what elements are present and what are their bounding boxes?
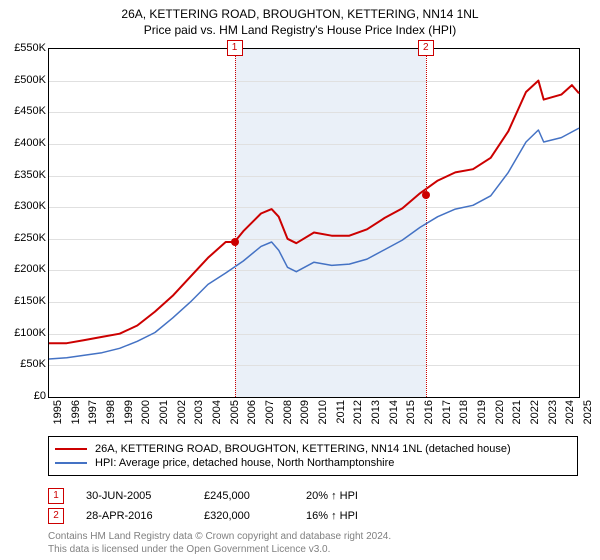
chart-container: 26A, KETTERING ROAD, BROUGHTON, KETTERIN… [0,0,600,560]
series-line-property [49,81,579,344]
y-tick-label: £50K [0,358,46,370]
legend: 26A, KETTERING ROAD, BROUGHTON, KETTERIN… [48,436,578,476]
x-tick-label: 2010 [317,400,329,424]
y-tick-label: £150K [0,295,46,307]
y-tick-label: £200K [0,263,46,275]
y-tick-label: £0 [0,390,46,402]
y-tick-label: £400K [0,137,46,149]
sale-price-1: £245,000 [204,490,306,502]
title-block: 26A, KETTERING ROAD, BROUGHTON, KETTERIN… [0,0,600,38]
x-tick-label: 2005 [229,400,241,424]
x-tick-label: 2020 [494,400,506,424]
sales-table: 1 30-JUN-2005 £245,000 20% ↑ HPI 2 28-AP… [48,484,578,528]
x-tick-label: 2006 [246,400,258,424]
footer: Contains HM Land Registry data © Crown c… [48,531,391,556]
x-tick-label: 2004 [211,400,223,424]
plot-area: 12 [48,48,580,398]
sale-date-2: 28-APR-2016 [86,510,204,522]
x-tick-label: 2015 [405,400,417,424]
marker-box-2: 2 [418,40,434,56]
sale-pct-2: 16% ↑ HPI [306,510,436,522]
marker-box-1: 1 [227,40,243,56]
x-tick-label: 2002 [176,400,188,424]
series-line-hpi [49,128,579,359]
x-tick-label: 2013 [370,400,382,424]
y-tick-label: £350K [0,169,46,181]
x-tick-label: 1998 [105,400,117,424]
x-tick-label: 2000 [140,400,152,424]
x-tick-label: 1999 [123,400,135,424]
x-tick-label: 2023 [547,400,559,424]
series-svg [49,49,579,397]
x-tick-label: 2014 [388,400,400,424]
x-tick-label: 2009 [299,400,311,424]
marker-dot-2 [422,191,430,199]
x-tick-label: 2003 [193,400,205,424]
legend-label-hpi: HPI: Average price, detached house, Nort… [95,457,394,469]
x-tick-label: 2017 [441,400,453,424]
sale-marker-2: 2 [48,508,64,524]
legend-swatch-property [55,448,87,450]
x-tick-label: 2012 [352,400,364,424]
sale-row-1: 1 30-JUN-2005 £245,000 20% ↑ HPI [48,488,578,504]
sale-pct-1: 20% ↑ HPI [306,490,436,502]
y-tick-label: £450K [0,105,46,117]
sale-date-1: 30-JUN-2005 [86,490,204,502]
x-tick-label: 2022 [529,400,541,424]
x-tick-label: 2019 [476,400,488,424]
x-tick-label: 2021 [511,400,523,424]
sale-marker-1: 1 [48,488,64,504]
footer-line-1: Contains HM Land Registry data © Crown c… [48,531,391,544]
x-tick-label: 2018 [458,400,470,424]
title-line-2: Price paid vs. HM Land Registry's House … [0,22,600,38]
y-tick-label: £300K [0,200,46,212]
x-tick-label: 2016 [423,400,435,424]
sale-price-2: £320,000 [204,510,306,522]
legend-row: 26A, KETTERING ROAD, BROUGHTON, KETTERIN… [55,443,571,455]
x-tick-label: 1997 [87,400,99,424]
y-tick-label: £250K [0,232,46,244]
x-tick-label: 2025 [582,400,594,424]
footer-line-2: This data is licensed under the Open Gov… [48,544,391,557]
y-tick-label: £500K [0,74,46,86]
legend-label-property: 26A, KETTERING ROAD, BROUGHTON, KETTERIN… [95,443,511,455]
sale-row-2: 2 28-APR-2016 £320,000 16% ↑ HPI [48,508,578,524]
title-line-1: 26A, KETTERING ROAD, BROUGHTON, KETTERIN… [0,6,600,22]
x-tick-label: 1995 [52,400,64,424]
x-tick-label: 2007 [264,400,276,424]
legend-swatch-hpi [55,462,87,464]
x-tick-label: 2001 [158,400,170,424]
y-tick-label: £100K [0,327,46,339]
x-tick-label: 2008 [282,400,294,424]
legend-row: HPI: Average price, detached house, Nort… [55,457,571,469]
marker-dot-1 [231,238,239,246]
x-tick-label: 1996 [70,400,82,424]
x-tick-label: 2024 [564,400,576,424]
x-tick-label: 2011 [335,400,347,424]
y-tick-label: £550K [0,42,46,54]
